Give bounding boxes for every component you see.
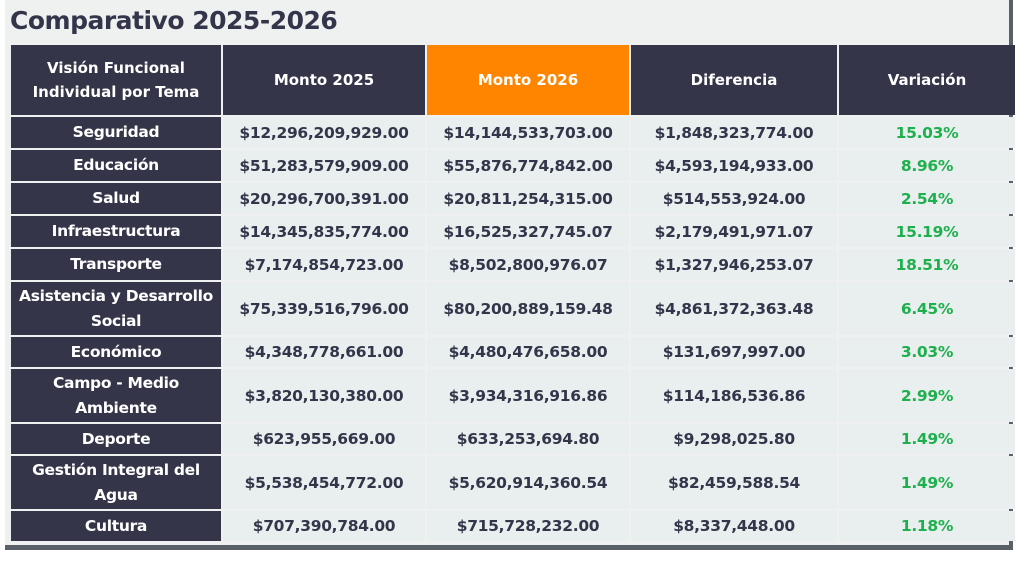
header-variacion: Variación: [839, 45, 1015, 115]
table-row: Campo - Medio Ambiente $3,820,130,380.00 $…: [11, 369, 1015, 422]
cell-variacion: 1.49%: [839, 456, 1015, 509]
table-row: Deporte $623,955,669.00 $633,253,694.80 $9,…: [11, 424, 1015, 454]
cell-diferencia: $4,861,372,363.48: [631, 282, 837, 335]
row-tema: Transporte: [11, 249, 221, 280]
cell-monto-2025: $5,538,454,772.00: [223, 456, 425, 509]
cell-diferencia: $9,298,025.80: [631, 424, 837, 454]
table-row: Cultura $707,390,784.00 $715,728,232.00 $8,…: [11, 511, 1015, 541]
table-row: Infraestructura $14,345,835,774.00 $16,525…: [11, 216, 1015, 247]
cell-variacion: 2.99%: [839, 369, 1015, 422]
cell-variacion: 15.03%: [839, 117, 1015, 148]
cell-monto-2025: $20,296,700,391.00: [223, 183, 425, 214]
row-tema: Campo - Medio Ambiente: [11, 369, 221, 422]
table-row: Transporte $7,174,854,723.00 $8,502,800,97…: [11, 249, 1015, 280]
comparison-table: Visión Funcional Individual por Tema Mon…: [9, 43, 1017, 543]
cell-diferencia: $114,186,536.86: [631, 369, 837, 422]
cell-diferencia: $1,327,946,253.07: [631, 249, 837, 280]
table-row: Económico $4,348,778,661.00 $4,480,476,658…: [11, 337, 1015, 367]
cell-monto-2025: $14,345,835,774.00: [223, 216, 425, 247]
header-monto-2025: Monto 2025: [223, 45, 425, 115]
header-monto-2026: Monto 2026: [427, 45, 629, 115]
cell-variacion: 6.45%: [839, 282, 1015, 335]
row-tema: Infraestructura: [11, 216, 221, 247]
row-tema: Económico: [11, 337, 221, 367]
header-diferencia: Diferencia: [631, 45, 837, 115]
header-tema: Visión Funcional Individual por Tema: [11, 45, 221, 115]
cell-monto-2026: $3,934,316,916.86: [427, 369, 629, 422]
cell-monto-2026: $4,480,476,658.00: [427, 337, 629, 367]
cell-diferencia: $8,337,448.00: [631, 511, 837, 541]
cell-monto-2026: $16,525,327,745.07: [427, 216, 629, 247]
page-title: Comparativo 2025-2026: [10, 6, 338, 35]
row-tema: Asistencia y Desarrollo Social: [11, 282, 221, 335]
row-tema: Salud: [11, 183, 221, 214]
cell-monto-2025: $4,348,778,661.00: [223, 337, 425, 367]
cell-variacion: 3.03%: [839, 337, 1015, 367]
cell-monto-2026: $20,811,254,315.00: [427, 183, 629, 214]
cell-monto-2026: $715,728,232.00: [427, 511, 629, 541]
table-header-row: Visión Funcional Individual por Tema Mon…: [11, 45, 1015, 115]
cell-monto-2026: $80,200,889,159.48: [427, 282, 629, 335]
row-tema: Deporte: [11, 424, 221, 454]
cell-variacion: 1.49%: [839, 424, 1015, 454]
cell-diferencia: $4,593,194,933.00: [631, 150, 837, 181]
cell-monto-2026: $8,502,800,976.07: [427, 249, 629, 280]
cell-diferencia: $131,697,997.00: [631, 337, 837, 367]
cell-diferencia: $1,848,323,774.00: [631, 117, 837, 148]
cell-monto-2025: $707,390,784.00: [223, 511, 425, 541]
cell-diferencia: $82,459,588.54: [631, 456, 837, 509]
cell-variacion: 1.18%: [839, 511, 1015, 541]
cell-monto-2025: $75,339,516,796.00: [223, 282, 425, 335]
cell-variacion: 15.19%: [839, 216, 1015, 247]
cell-monto-2025: $51,283,579,909.00: [223, 150, 425, 181]
table-row: Educación $51,283,579,909.00 $55,876,774,8…: [11, 150, 1015, 181]
cell-monto-2026: $5,620,914,360.54: [427, 456, 629, 509]
row-tema: Cultura: [11, 511, 221, 541]
row-tema: Seguridad: [11, 117, 221, 148]
cell-diferencia: $514,553,924.00: [631, 183, 837, 214]
cell-variacion: 18.51%: [839, 249, 1015, 280]
table-row: Gestión Integral del Agua $5,538,454,772.…: [11, 456, 1015, 509]
cell-monto-2026: $633,253,694.80: [427, 424, 629, 454]
table-row: Asistencia y Desarrollo Social $75,339,51…: [11, 282, 1015, 335]
cell-monto-2025: $3,820,130,380.00: [223, 369, 425, 422]
cell-diferencia: $2,179,491,971.07: [631, 216, 837, 247]
cell-monto-2025: $623,955,669.00: [223, 424, 425, 454]
cell-monto-2025: $7,174,854,723.00: [223, 249, 425, 280]
cell-monto-2025: $12,296,209,929.00: [223, 117, 425, 148]
table-row: Salud $20,296,700,391.00 $20,811,254,315.0…: [11, 183, 1015, 214]
row-tema: Educación: [11, 150, 221, 181]
cell-variacion: 8.96%: [839, 150, 1015, 181]
table-row: Seguridad $12,296,209,929.00 $14,144,533,7…: [11, 117, 1015, 148]
cell-variacion: 2.54%: [839, 183, 1015, 214]
row-tema: Gestión Integral del Agua: [11, 456, 221, 509]
cell-monto-2026: $55,876,774,842.00: [427, 150, 629, 181]
cell-monto-2026: $14,144,533,703.00: [427, 117, 629, 148]
